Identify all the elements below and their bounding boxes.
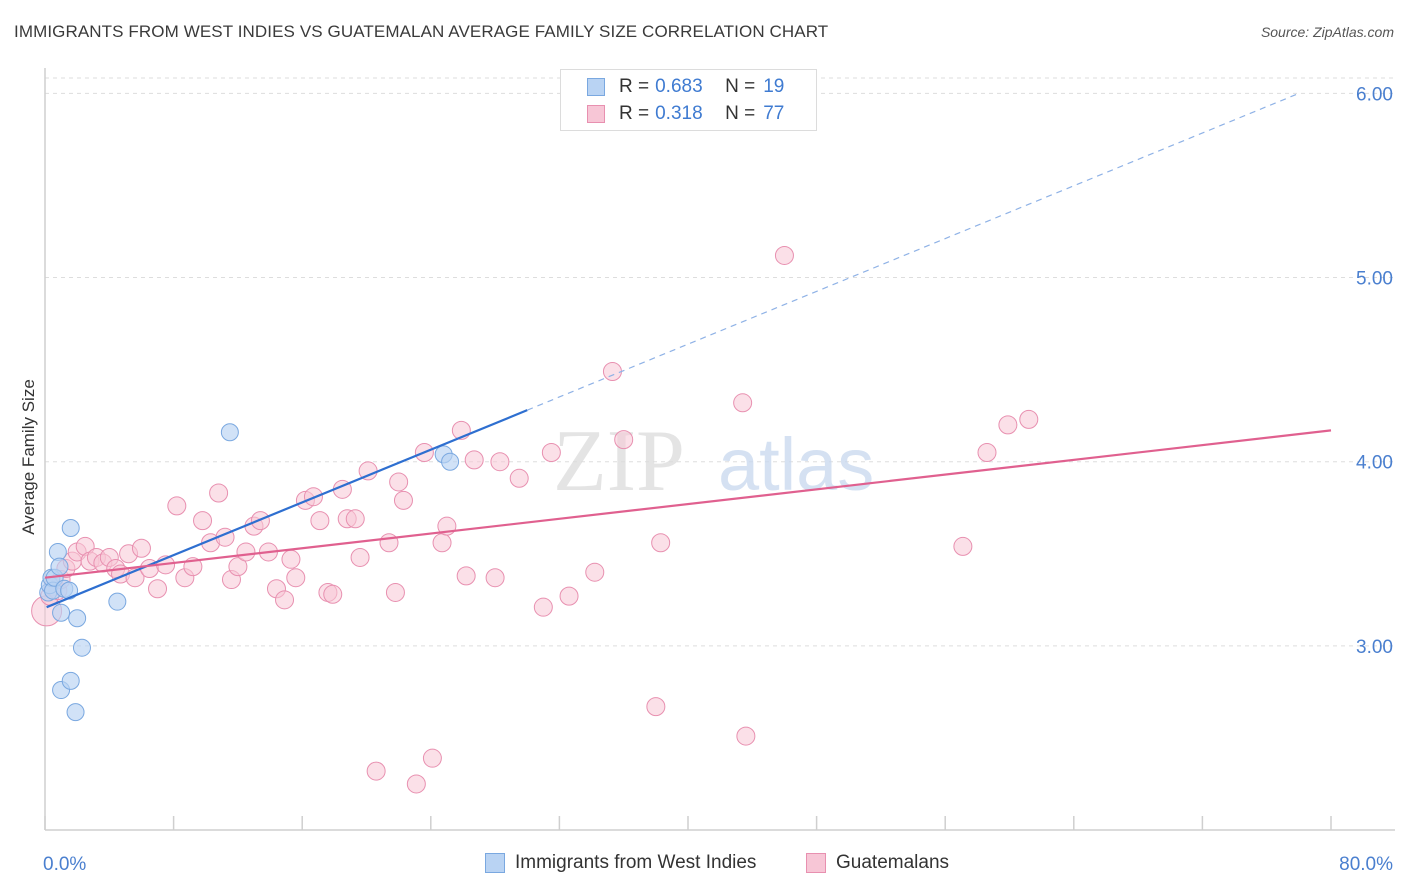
guatemalans-point [323,584,343,604]
guatemalans-trendline [44,429,1332,579]
series-legend-west-indies[interactable]: Immigrants from West Indies [485,852,756,874]
west-indies-trendline [46,409,528,609]
legend-r-value: 0.318 [655,103,703,124]
guatemalans-point [131,538,151,558]
guatemalans-point [456,566,476,586]
guatemalans-point [559,586,579,606]
legend-r-value: 0.683 [655,76,703,97]
y-axis-title: Average Family Size [19,379,38,535]
guatemalans-point [533,597,553,617]
series-label-west-indies: Immigrants from West Indies [515,852,757,873]
tick-labels: 3.00 4.00 5.00 6.00 0.0% 80.0% [43,84,1393,875]
guatemalans-point [541,443,561,462]
guatemalans-point [310,511,330,531]
guatemalans-point [406,774,426,794]
guatemalans-point [585,562,605,582]
guatemalans-point [281,549,301,569]
legend-r-label: R = [619,76,650,97]
guatemalans-point [1019,409,1039,429]
correlation-legend: R = 0.683 N = 19 R = 0.318 N = 77 [560,69,817,131]
legend-n-label: N = [725,76,756,97]
y-tick-label: 5.00 [1356,269,1393,290]
west-indies-point [50,557,69,576]
legend-swatch-guatemalans [587,105,605,123]
guatemalans-point [998,415,1018,435]
y-tick-label: 3.00 [1356,637,1393,658]
west-indies-point [52,603,71,622]
legend-r-label: R = [619,103,650,124]
guatemalans-point [389,472,409,492]
watermark-atlas: atlas [718,423,874,506]
guatemalans-point [614,430,634,450]
guatemalans-point [286,568,306,588]
west-indies-point [441,452,460,471]
guatemalans-point [977,443,997,462]
watermark-zip: ZIP [553,413,685,510]
guatemalans-point [275,590,295,610]
guatemalans-point [651,533,671,553]
watermark: ZIP atlas [553,413,874,510]
guatemalans-point [350,547,370,567]
guatemalans-point [490,452,510,472]
chart-title: IMMIGRANTS FROM WEST INDIES VS GUATEMALA… [14,22,829,41]
guatemalans-point [953,536,973,556]
west-indies-point [66,703,85,722]
west-indies-point [108,592,127,611]
source-label: Source: ZipAtlas.com [1260,24,1394,40]
west-indies-point [68,609,87,628]
series-legend-guatemalans[interactable]: Guatemalans [806,852,949,874]
guatemalans-point [422,748,442,768]
y-tick-label: 6.00 [1356,84,1393,105]
guatemalans-point [148,579,168,599]
series-legend: Immigrants from West Indies Guatemalans [0,852,1406,878]
guatemalans-point [733,393,753,413]
x-tick-label-start: 0.0% [43,854,86,875]
west-indies-point [72,638,91,657]
guatemalans-point [646,697,666,717]
guatemalans-point [236,542,256,562]
guatemalans-point [432,533,452,553]
guatemalans-points [31,245,1039,794]
guatemalans-point [602,361,622,381]
series-swatch-guatemalans [806,853,826,873]
guatemalans-point [209,483,229,503]
west-indies-point [220,423,239,442]
guatemalans-point [464,450,484,470]
legend-row-west-indies: R = 0.683 N = 19 [587,74,784,100]
guatemalans-point [509,468,529,488]
guatemalans-point [774,245,794,265]
legend-n-label: N = [725,103,756,124]
guatemalans-point [193,511,213,531]
axis-layer [44,68,1395,831]
series-label-guatemalans: Guatemalans [836,852,950,873]
west-indies-trendline-extension [527,92,1300,411]
guatemalans-point [736,726,756,746]
guatemalans-point [345,509,365,529]
legend-row-guatemalans: R = 0.318 N = 77 [587,101,784,127]
guatemalans-point [485,568,505,588]
west-indies-points [39,423,460,722]
trend-lines [44,92,1332,609]
west-indies-point [61,671,80,690]
guatemalans-point [366,761,386,781]
series-swatch-west-indies [485,853,505,873]
guatemalans-point [385,582,405,602]
legend-n-value: 19 [763,76,785,97]
west-indies-point [61,519,80,537]
guatemalans-point [167,496,187,516]
legend-n-value: 77 [763,103,785,124]
guatemalans-point [393,490,413,510]
guatemalans-point [228,557,248,577]
guatemalans-point [379,533,399,553]
legend-swatch-west-indies [587,78,605,96]
y-tick-label: 4.00 [1356,453,1393,474]
x-tick-label-end: 80.0% [1339,854,1393,875]
